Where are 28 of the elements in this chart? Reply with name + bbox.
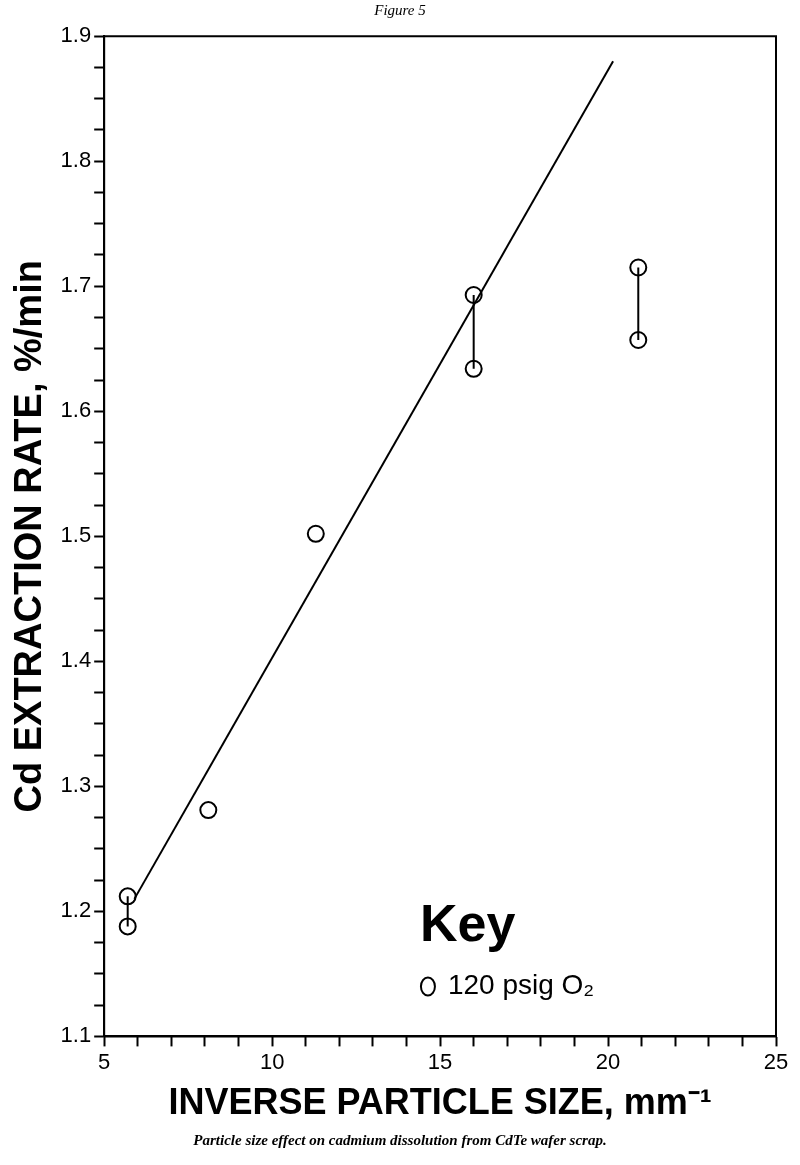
point xyxy=(464,286,483,304)
legend-title: Key xyxy=(419,893,516,952)
x-tick-label: 20 xyxy=(595,1048,621,1074)
y-tick-label: 1.6 xyxy=(60,397,92,423)
y-tick-label: 1.4 xyxy=(60,647,92,673)
y-tick-label: 1.3 xyxy=(60,772,92,798)
point xyxy=(199,801,218,820)
y-tick-label: 1.9 xyxy=(60,22,92,48)
y-tick-label: 1.8 xyxy=(60,147,92,173)
text: Particle size effect on cadmium dissolution from CdTe wafer scrap. xyxy=(192,1132,608,1149)
x-axis-title: INVERSE PARTICLE SIZE, mm⁻¹ xyxy=(168,1081,712,1123)
point xyxy=(629,331,648,350)
x-tick-label: 10 xyxy=(259,1048,285,1074)
y-tick-label: 1.2 xyxy=(60,897,92,923)
point xyxy=(118,917,137,936)
x-tick-label: 5 xyxy=(98,1048,111,1074)
x-tick-label: 15 xyxy=(427,1048,453,1074)
y-tick-label: 1.7 xyxy=(60,272,92,298)
y-tick-label: 1.1 xyxy=(60,1022,92,1048)
legend-label: 120 psig O₂ xyxy=(447,969,595,1001)
chart-title: Figure 5 xyxy=(373,1,427,20)
point xyxy=(629,258,648,277)
point xyxy=(118,887,137,906)
point xyxy=(464,359,483,378)
y-tick-label: 1.5 xyxy=(60,522,92,548)
point xyxy=(306,524,325,543)
x-tick-label: 25 xyxy=(763,1048,789,1074)
y-axis-title: Cd EXTRACTION RATE, %/min xyxy=(7,260,50,813)
